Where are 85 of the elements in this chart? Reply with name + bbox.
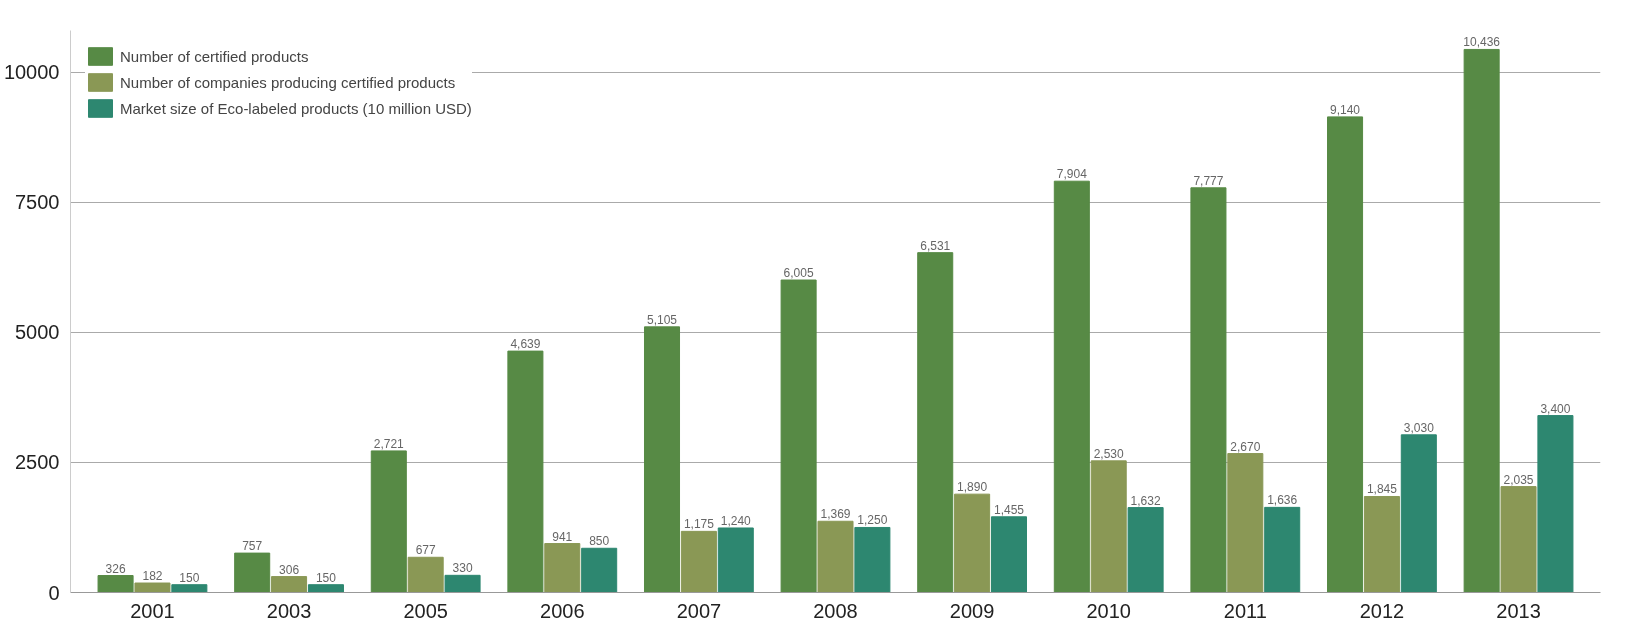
data-label: 150 [179, 570, 200, 585]
x-tick-label: 2013 [1496, 599, 1541, 622]
data-label: 6,531 [920, 238, 951, 253]
y-tick-label: 2500 [15, 451, 60, 474]
bar [307, 584, 344, 593]
data-label: 3,400 [1540, 401, 1571, 416]
bar [407, 556, 444, 593]
data-label: 9,140 [1330, 102, 1361, 117]
bar [817, 520, 854, 593]
data-label: 2,670 [1230, 439, 1261, 454]
y-tick-label: 5000 [15, 321, 60, 344]
x-tick-label: 2009 [949, 599, 995, 622]
data-label: 2,721 [373, 436, 405, 451]
x-tick-label: 2007 [676, 599, 722, 622]
bar [1363, 495, 1400, 593]
data-label: 5,105 [646, 312, 678, 327]
bar [134, 582, 171, 593]
bar [680, 530, 717, 593]
bar [854, 526, 891, 593]
bar [1537, 415, 1574, 593]
data-label: 941 [552, 529, 573, 544]
x-tick-label: 2012 [1359, 599, 1405, 622]
bar [234, 552, 271, 593]
bar [1400, 434, 1437, 593]
legend-label: Number of companies producing certified products [120, 73, 456, 91]
data-label: 1,369 [820, 507, 851, 522]
x-tick-label: 2006 [540, 599, 585, 622]
bar [581, 547, 618, 593]
bar [990, 516, 1028, 593]
data-label: 330 [452, 561, 473, 576]
bar [954, 493, 991, 593]
data-label: 2,035 [1503, 472, 1534, 487]
data-label: 1,175 [683, 517, 715, 532]
data-label: 757 [242, 539, 263, 554]
bar [1227, 453, 1264, 593]
data-label: 1,632 [1130, 493, 1161, 508]
bar [1190, 187, 1227, 593]
data-label: 850 [589, 534, 610, 549]
bar [780, 279, 817, 593]
bar [1327, 116, 1364, 593]
bar [444, 574, 481, 593]
data-label: 4,639 [510, 337, 541, 352]
data-label: 182 [142, 569, 163, 584]
data-label: 150 [315, 570, 337, 585]
x-tick-label: 2010 [1086, 599, 1131, 622]
data-label: 7,904 [1056, 167, 1088, 182]
bar [1500, 486, 1537, 593]
bar [171, 584, 208, 593]
bar [370, 450, 407, 593]
bar [643, 326, 681, 593]
bar [917, 252, 954, 593]
y-tick-label: 7500 [15, 191, 60, 214]
bar [97, 575, 134, 593]
data-label: 7,777 [1193, 173, 1224, 188]
data-label: 10,436 [1463, 35, 1501, 50]
data-label: 1,455 [993, 502, 1025, 517]
data-label: 1,890 [957, 480, 988, 495]
data-label: 1,250 [857, 513, 888, 528]
bar [544, 543, 581, 593]
bar [717, 527, 754, 593]
bar [1463, 48, 1500, 593]
data-label: 677 [415, 543, 437, 558]
data-label: 2,530 [1093, 446, 1125, 461]
bar [1264, 506, 1301, 593]
bar [1127, 507, 1164, 593]
legend-label: Number of certified products [120, 47, 309, 65]
x-tick-label: 2005 [403, 599, 448, 622]
bar [271, 576, 308, 593]
data-label: 3,030 [1403, 420, 1435, 435]
bar [507, 350, 544, 593]
x-tick-label: 2011 [1223, 599, 1267, 622]
x-tick-label: 2003 [266, 599, 312, 622]
bar [1053, 180, 1090, 593]
data-label: 326 [105, 561, 126, 576]
data-label: 1,845 [1366, 482, 1398, 497]
legend-label: Market size of Eco-labeled products (10 million USD) [120, 99, 472, 117]
data-label: 306 [279, 562, 300, 577]
x-tick-label: 2008 [813, 599, 858, 622]
data-label: 1,240 [720, 513, 752, 528]
y-tick-label: 0 [48, 581, 60, 604]
data-label: 6,005 [783, 266, 814, 281]
y-tick-label: 10000 [3, 61, 60, 84]
data-label: 1,636 [1267, 493, 1298, 508]
bar [1090, 460, 1127, 593]
x-tick-label: 2001 [130, 599, 175, 622]
